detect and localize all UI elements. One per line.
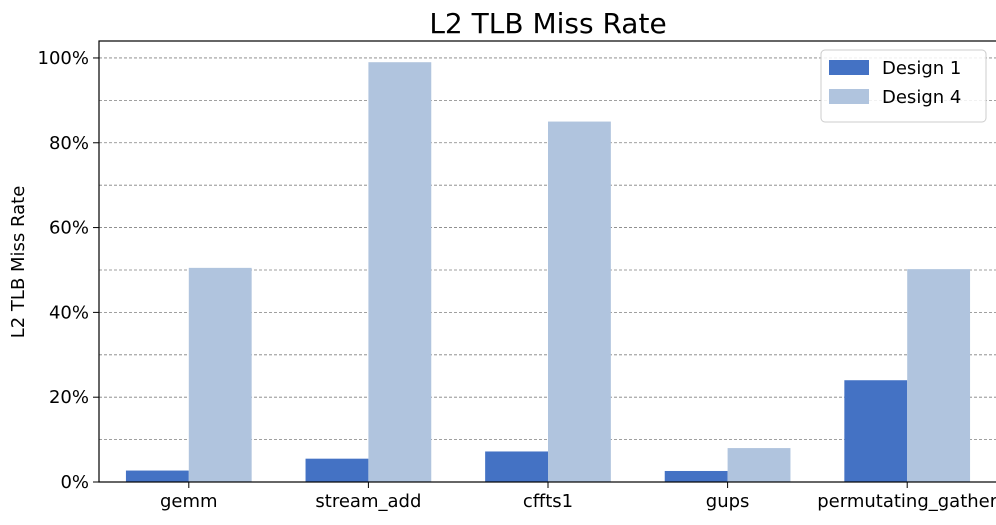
bar-cffts1-design-1 [485, 451, 548, 482]
legend-swatch [829, 89, 869, 104]
y-tick-label: 40% [49, 302, 89, 323]
bar-permutating_gather-design-4 [907, 269, 971, 482]
bar-stream_add-design-4 [368, 62, 432, 482]
bar-cffts1-design-4 [548, 121, 611, 482]
legend-label: Design 1 [882, 58, 961, 79]
y-axis-ticks: 0% 20% 40% 60% 80% 100% [38, 48, 99, 493]
y-axis-label: L2 TLB Miss Rate [8, 186, 29, 339]
legend: Design 1 Design 4 [820, 49, 987, 123]
legend-swatch [829, 60, 869, 75]
bar-gups-design-1 [664, 470, 728, 482]
legend-label: Design 4 [882, 87, 961, 108]
x-tick-label: permutating_gather [817, 491, 996, 512]
series-design-4 [188, 62, 971, 482]
bar-series [125, 62, 971, 482]
x-tick-label: gups [706, 491, 750, 512]
y-tick-label: 80% [49, 133, 89, 154]
series-design-1 [125, 380, 908, 482]
bar-gups-design-4 [727, 448, 791, 482]
bar-permutating_gather-design-1 [844, 380, 908, 482]
y-tick-label: 100% [38, 48, 89, 69]
chart-title: L2 TLB Miss Rate [429, 7, 666, 40]
bar-gemm-design-4 [188, 267, 252, 482]
x-tick-label: stream_add [315, 491, 421, 512]
bar-stream_add-design-1 [305, 458, 369, 482]
y-tick-label: 0% [60, 472, 89, 493]
y-tick-label: 60% [49, 218, 89, 239]
x-tick-label: cffts1 [523, 491, 573, 512]
y-tick-label: 20% [49, 387, 89, 408]
bar-gemm-design-1 [125, 470, 189, 482]
x-axis-ticks: gemm stream_add cffts1 gups permutating_gath… [160, 482, 996, 512]
x-tick-label: gemm [160, 491, 218, 512]
